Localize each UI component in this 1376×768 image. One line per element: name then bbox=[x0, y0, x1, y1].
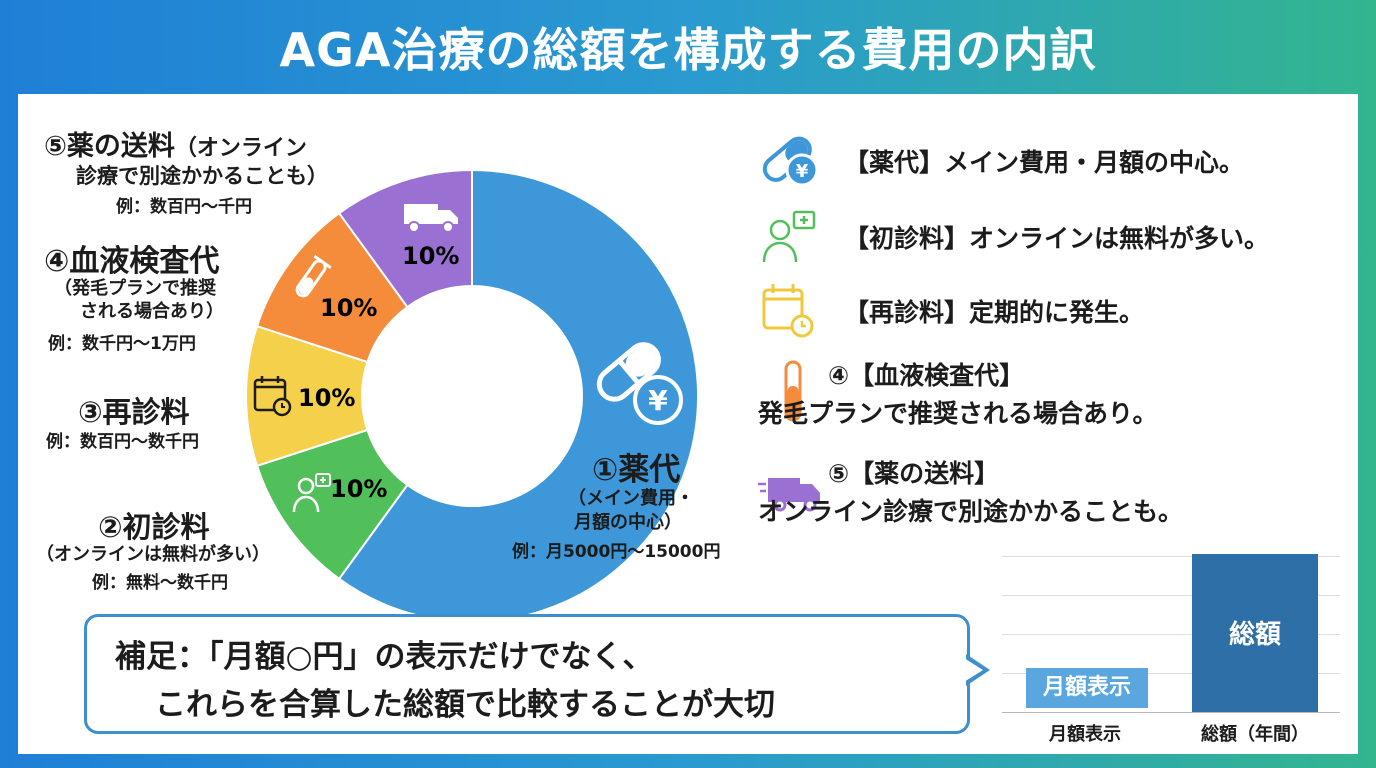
bar-label: 総額 bbox=[1228, 620, 1281, 650]
blood-label-sub2: される場合あり） bbox=[80, 301, 224, 322]
legend-item-ship: ⑤【薬の送料】 オンライン診療で別途かかることも。 bbox=[758, 454, 1183, 528]
drug-label-head: ①薬代 bbox=[592, 452, 681, 488]
legend-item-blood: ④【血液検査代】 発毛プランで推奨される場合あり。 bbox=[758, 356, 1158, 430]
first-label-head: ②初診料 bbox=[98, 510, 210, 544]
legend-item-first: 【初診料】オンラインは無料が多い。 bbox=[758, 206, 1269, 268]
doctor-icon bbox=[762, 210, 816, 263]
bar-baseline bbox=[1002, 712, 1340, 713]
first-label-sub: （オンラインは無料が多い） bbox=[36, 544, 270, 565]
calendar-icon bbox=[253, 376, 292, 417]
page-title: AGA治療の総額を構成する費用の内訳 bbox=[279, 23, 1097, 77]
doctor-icon bbox=[292, 473, 331, 513]
drug-label-example: 例：月5000円〜15000円 bbox=[512, 542, 721, 562]
truck-icon bbox=[758, 478, 820, 512]
legend-text-blood-1: ④【血液検査代】 bbox=[828, 361, 1025, 390]
pill-yen-icon: ¥ bbox=[596, 342, 683, 425]
test-tube-icon bbox=[784, 360, 802, 422]
first-pct: 10% bbox=[330, 475, 388, 503]
bar-gridline bbox=[1002, 634, 1340, 635]
legend-text-ship-1: ⑤【薬の送料】 bbox=[828, 459, 1000, 488]
note-line-1: 補足：「月額○円」の表示だけでなく、 bbox=[115, 639, 654, 675]
revisit-pct: 10% bbox=[298, 384, 356, 412]
test-tube-icon bbox=[295, 255, 332, 298]
ship-label-head2: （オンライン bbox=[174, 136, 307, 161]
legend-text-first: 【初診料】オンラインは無料が多い。 bbox=[844, 224, 1270, 253]
donut-chart bbox=[245, 168, 699, 614]
legend-text-drug: 【薬代】メイン費用・月額の中心。 bbox=[844, 148, 1245, 177]
callout-pointer-inner bbox=[964, 658, 983, 682]
ship-label-example: 例：数百円〜千円 bbox=[116, 197, 252, 217]
bar-x-label: 総額（年間） bbox=[1201, 724, 1309, 745]
legend-text-blood-2: 発毛プランで推奨される場合あり。 bbox=[758, 399, 1158, 428]
legend-text-ship-2: オンライン診療で別途かかることも。 bbox=[758, 497, 1184, 526]
ship-label: ⑤薬の送料（オンライン bbox=[44, 124, 307, 163]
revisit-label-head: ③再診料 bbox=[78, 395, 190, 429]
svg-text:¥: ¥ bbox=[796, 161, 809, 182]
ship-label-sub: 診療で別途かかることも） bbox=[76, 164, 328, 188]
svg-text:¥: ¥ bbox=[648, 384, 668, 417]
pill-yen-icon: ¥ bbox=[762, 136, 819, 187]
legend-item-drug: ¥ 【薬代】メイン費用・月額の中心。 bbox=[758, 130, 1244, 192]
blood-label-example: 例：数千円〜1万円 bbox=[48, 334, 196, 354]
bar-total bbox=[1192, 554, 1318, 712]
bar-gridline bbox=[1002, 556, 1340, 557]
truck-icon bbox=[404, 204, 458, 233]
ship-label-head: ⑤薬の送料 bbox=[44, 131, 175, 162]
bar-label: 月額表示 bbox=[1026, 668, 1148, 708]
content-panel: 10% 10% 10% 10% ¥ bbox=[18, 94, 1358, 754]
drug-label-sub1: （メイン費用・ bbox=[568, 488, 694, 509]
first-label-example: 例：無料〜数千円 bbox=[92, 573, 228, 593]
blood-pct: 10% bbox=[320, 294, 378, 322]
legend-item-revisit: 【再診料】定期的に発生。 bbox=[758, 280, 1144, 342]
bar-gridline bbox=[1002, 595, 1340, 596]
revisit-label-example: 例：数百円〜数千円 bbox=[46, 432, 199, 452]
donut-slice-ship bbox=[337, 168, 473, 309]
bar-x-label: 月額表示 bbox=[1049, 724, 1121, 745]
note-callout: 補足：「月額○円」の表示だけでなく、 これらを合算した総額で比較することが大切 bbox=[84, 614, 970, 734]
blood-label-sub1: （発毛プランで推奨 bbox=[54, 278, 216, 299]
legend-text-revisit: 【再診料】定期的に発生。 bbox=[844, 298, 1145, 327]
ship-pct: 10% bbox=[402, 242, 460, 270]
bar-gridline bbox=[1002, 673, 1340, 674]
note-line-2: これらを合算した総額で比較することが大切 bbox=[155, 687, 775, 723]
donut-slice-drug bbox=[337, 168, 699, 614]
drug-label-sub2: 月額の中心） bbox=[574, 512, 682, 533]
blood-label-head: ④血液検査代 bbox=[44, 244, 220, 279]
calendar-icon bbox=[762, 284, 814, 338]
